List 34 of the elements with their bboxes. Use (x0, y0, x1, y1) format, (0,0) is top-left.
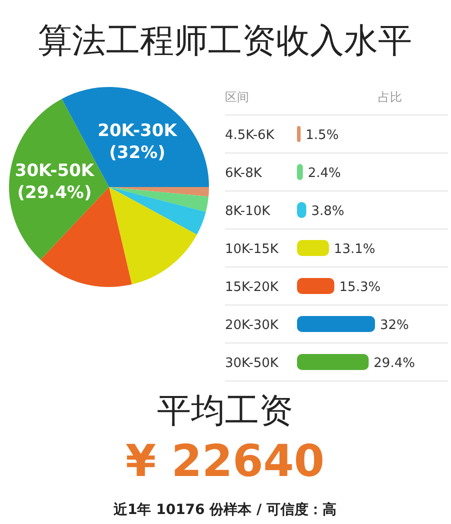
data-label: 32% (380, 318, 409, 333)
data-label: 1.5% (306, 128, 339, 143)
y-tick-label: 6K-8K (225, 166, 262, 181)
text: 平均工资 (157, 391, 293, 431)
data-label: (29.4%) (17, 182, 92, 203)
bar (297, 240, 329, 256)
y-tick-label: 10K-15K (225, 242, 279, 257)
bar (297, 316, 375, 332)
text: 近1年 10176 份样本 / 可信度：高 (112, 501, 337, 518)
data-label: 3.8% (311, 204, 344, 219)
y-tick-label: 4.5K-6K (225, 128, 275, 143)
slice-label: 20K-30K (98, 120, 178, 141)
x-axis-title: 占比 (378, 90, 402, 104)
pie-slice (109, 187, 209, 197)
y-tick-label: 20K-30K (225, 318, 279, 333)
bar (297, 126, 301, 142)
data-label: 29.4% (374, 356, 415, 371)
bar (297, 278, 334, 294)
data-label: 13.1% (334, 242, 376, 257)
data-label: 15.3% (339, 280, 381, 295)
pie-slice (109, 187, 209, 212)
data-label: (32%) (109, 142, 166, 163)
y-tick-label: 15K-20K (225, 280, 279, 295)
chart-title: 算法工程师工资收入水平 (38, 21, 412, 61)
text: ¥ 22640 (125, 436, 325, 487)
pie-slice (109, 187, 197, 284)
y-axis-title: 区间 (225, 90, 249, 104)
data-label: 2.4% (308, 166, 341, 181)
slice-label: 30K-50K (14, 160, 95, 181)
pie-slice (109, 187, 206, 235)
y-tick-label: 30K-50K (225, 356, 279, 371)
bar (297, 164, 303, 180)
bar (297, 354, 369, 370)
y-tick-label: 8K-10K (225, 204, 271, 219)
